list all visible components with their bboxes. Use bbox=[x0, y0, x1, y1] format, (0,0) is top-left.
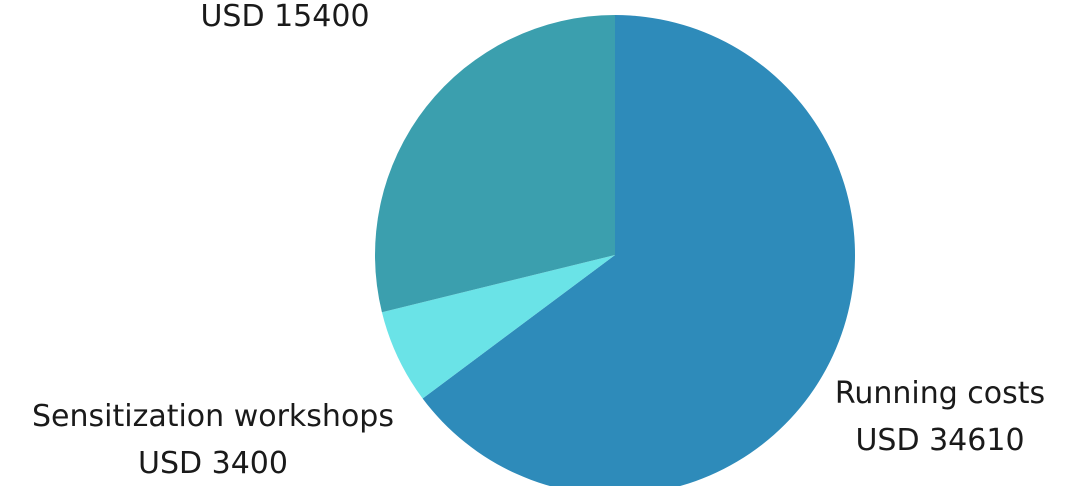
slice-label-sensitization-workshops-name: Sensitization workshops bbox=[32, 399, 394, 434]
slice-label-running-costs-value: USD 34610 bbox=[855, 423, 1024, 458]
slice-running-costs bbox=[422, 15, 855, 486]
slice-label-third-value: USD 15400 bbox=[200, 0, 369, 34]
slice-sensitization-workshops bbox=[381, 255, 615, 399]
slice-label-sensitization-workshops-value: USD 3400 bbox=[138, 446, 288, 481]
pie-slices bbox=[374, 15, 855, 486]
pie-labels: Running costs USD 34610 Sensitization wo… bbox=[32, 0, 1045, 481]
slice-third bbox=[374, 15, 615, 313]
slice-label-running-costs-name: Running costs bbox=[835, 376, 1045, 411]
